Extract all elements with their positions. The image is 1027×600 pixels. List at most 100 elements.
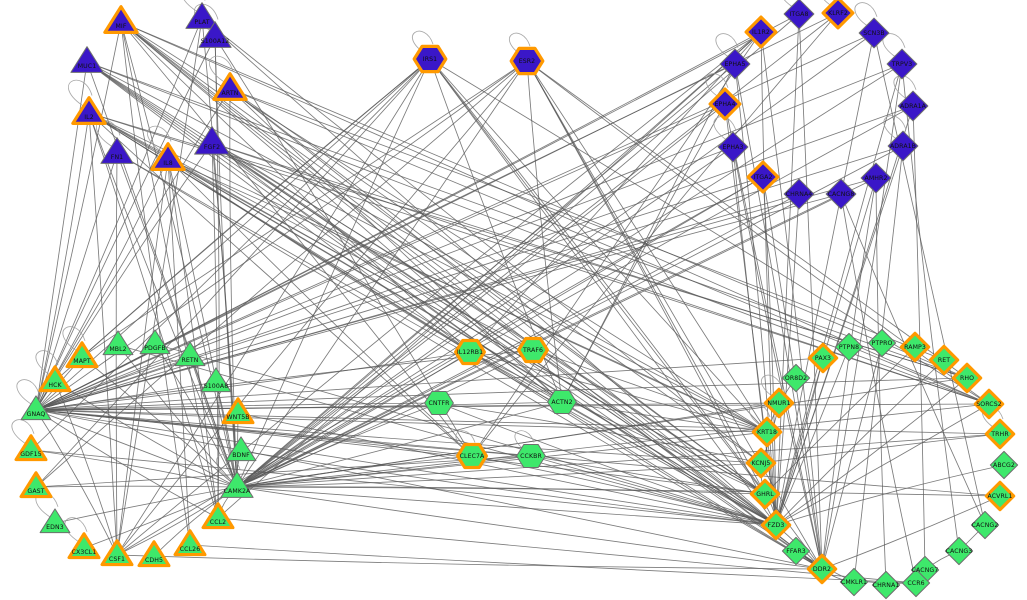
graph-node-il1r2[interactable]	[744, 15, 778, 49]
graph-node-fgf2[interactable]	[194, 126, 230, 155]
nodes-layer[interactable]	[14, 0, 1019, 600]
graph-node-sorcs2[interactable]	[973, 388, 1005, 420]
graph-node-ccr6[interactable]	[901, 568, 931, 598]
graph-node-ptpro[interactable]	[867, 328, 897, 358]
graph-node-nmur1[interactable]	[763, 387, 795, 419]
graph-node-kcnj5[interactable]	[745, 447, 777, 479]
graph-node-mbl2[interactable]	[102, 330, 134, 356]
graph-edge	[775, 357, 824, 526]
graph-node-cdh5[interactable]	[137, 540, 171, 568]
graph-node-cacng2[interactable]	[970, 510, 1000, 540]
graph-node-ghrl[interactable]	[749, 478, 781, 510]
self-loop-edge	[713, 116, 737, 142]
graph-node-s100a12[interactable]	[198, 21, 232, 48]
graph-node-bdnf[interactable]	[225, 436, 257, 462]
graph-node-retn[interactable]	[174, 341, 206, 367]
graph-node-ffar3[interactable]	[781, 536, 811, 566]
graph-node-ccl26[interactable]	[173, 529, 207, 557]
graph-node-gast[interactable]	[19, 471, 53, 499]
graph-node-s100a8[interactable]	[200, 367, 232, 393]
graph-node-wnt5b[interactable]	[221, 397, 255, 425]
graph-node-acvrl1[interactable]	[984, 480, 1016, 512]
graph-node-cckbr[interactable]	[516, 444, 546, 468]
graph-node-artn[interactable]	[212, 72, 248, 101]
graph-node-scn3b[interactable]	[858, 17, 890, 49]
graph-edge	[821, 342, 883, 570]
graph-node-krt18[interactable]	[751, 416, 783, 448]
graph-node-or8d2[interactable]	[781, 363, 811, 393]
graph-node-chrna4[interactable]	[783, 178, 815, 210]
graph-node-cacng8[interactable]	[825, 178, 857, 210]
graph-edge	[775, 346, 850, 526]
graph-node-gdf15[interactable]	[14, 434, 48, 462]
graph-node-plat[interactable]	[185, 2, 219, 29]
graph-node-pdgfb[interactable]	[139, 329, 171, 355]
graph-node-ptpn8[interactable]	[834, 332, 864, 362]
graph-node-cntfr[interactable]	[424, 391, 454, 415]
graph-node-amhr2[interactable]	[860, 162, 892, 194]
graph-node-cmklr1[interactable]	[839, 567, 869, 597]
graph-edge	[35, 381, 217, 411]
graph-node-mapt[interactable]	[65, 341, 99, 369]
graph-node-epha5[interactable]	[719, 48, 751, 80]
graph-node-csf1[interactable]	[100, 539, 134, 567]
graph-node-ret[interactable]	[928, 344, 960, 376]
graph-edge	[236, 402, 440, 488]
graph-node-epha3[interactable]	[717, 131, 749, 163]
graph-node-trhr[interactable]	[984, 418, 1016, 450]
graph-node-cx3cl1[interactable]	[67, 532, 101, 560]
graph-edge	[35, 152, 118, 411]
graph-node-actn2[interactable]	[547, 390, 577, 414]
graph-node-abcg2[interactable]	[989, 450, 1019, 480]
graph-edge	[237, 412, 777, 526]
graph-node-rho[interactable]	[951, 362, 983, 394]
graph-edge	[35, 409, 768, 433]
graph-node-gnaq[interactable]	[20, 395, 52, 421]
graph-node-muc1[interactable]	[70, 46, 104, 73]
graph-edge	[35, 409, 1001, 435]
graph-node-traf6[interactable]	[516, 336, 550, 364]
graph-node-edn3[interactable]	[39, 508, 71, 534]
graph-node-adra1a[interactable]	[897, 90, 929, 122]
graph-node-camk2a[interactable]	[220, 471, 254, 498]
self-loop-edge	[883, 115, 907, 141]
graph-edge	[35, 402, 780, 411]
graph-edge	[760, 433, 1001, 464]
graph-node-cacng3[interactable]	[944, 536, 974, 566]
graph-node-ddr2[interactable]	[806, 553, 838, 585]
graph-edge	[840, 193, 986, 526]
graph-edge	[764, 346, 916, 495]
graph-node-chrna1[interactable]	[871, 570, 901, 600]
graph-edge	[429, 58, 766, 495]
graph-edge	[530, 455, 766, 495]
graph-node-fn1[interactable]	[100, 137, 134, 164]
graph-edge	[471, 12, 839, 457]
graph-edge	[901, 63, 960, 552]
graph-node-trpv3[interactable]	[886, 48, 918, 80]
graph-node-il12rb1[interactable]	[454, 338, 486, 366]
graph-edge	[35, 357, 824, 411]
graph-node-esr2[interactable]	[509, 46, 545, 76]
graph-node-mif[interactable]	[103, 5, 139, 34]
graph-node-ramp3[interactable]	[899, 331, 931, 363]
graph-node-clec7a[interactable]	[456, 442, 488, 470]
graph-node-fzd3[interactable]	[760, 509, 792, 541]
graph-node-adra1b[interactable]	[887, 130, 919, 162]
graph-node-irs1[interactable]	[412, 44, 448, 74]
graph-node-il8[interactable]	[150, 142, 186, 171]
graph-edge	[35, 112, 90, 411]
self-loops-layer	[11, 0, 1004, 543]
graph-node-klrf2[interactable]	[821, 0, 855, 30]
graph-edge	[116, 152, 238, 488]
graph-edge	[154, 343, 777, 526]
graph-node-epha4[interactable]	[708, 87, 742, 121]
graph-node-il2[interactable]	[71, 96, 107, 125]
graph-node-hck[interactable]	[38, 365, 72, 393]
graph-node-itga2[interactable]	[746, 160, 780, 194]
graph-node-pax3[interactable]	[807, 342, 839, 374]
graph-node-itga8[interactable]	[783, 0, 815, 30]
graph-node-ccl2[interactable]	[201, 502, 235, 530]
self-loop-edge	[147, 125, 172, 154]
